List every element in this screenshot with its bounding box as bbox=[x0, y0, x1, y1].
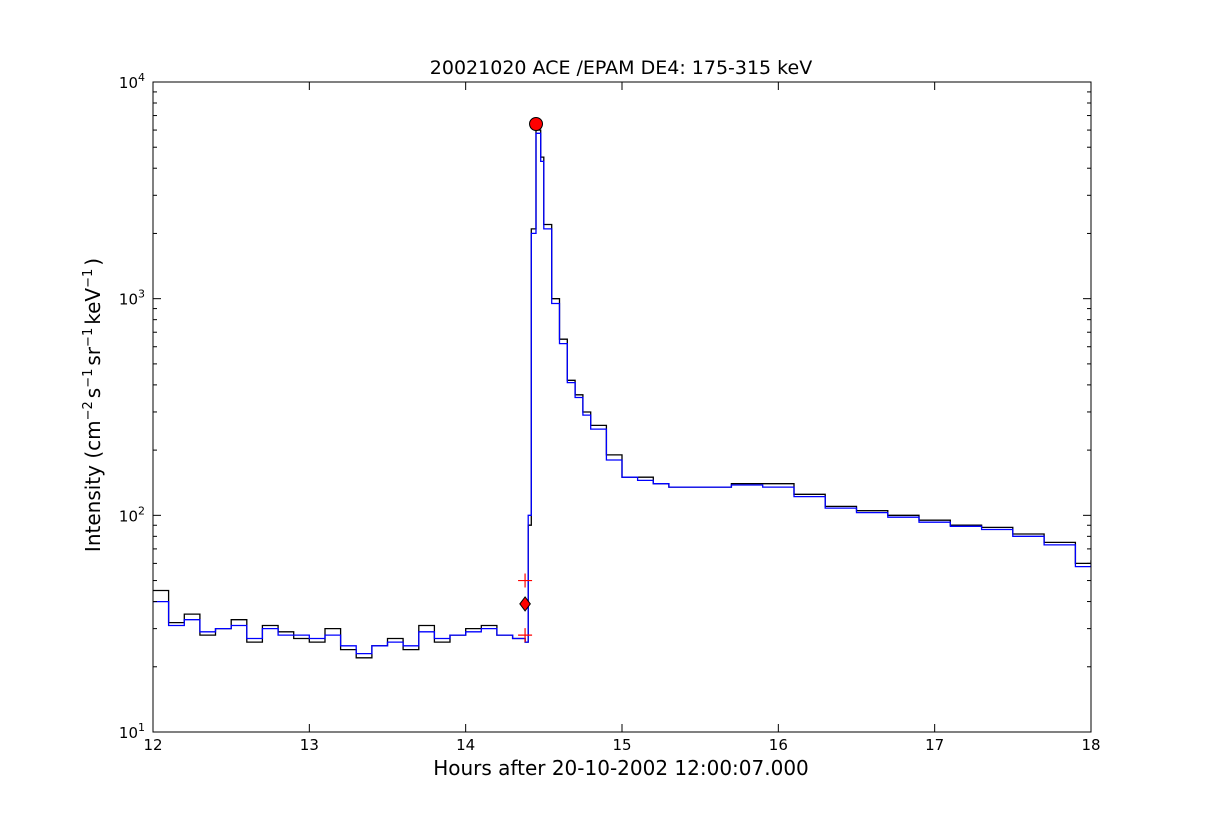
x-tick-label: 15 bbox=[612, 736, 631, 754]
x-tick-label: 13 bbox=[300, 736, 319, 754]
y-axis-label-suffix: ) bbox=[81, 258, 105, 266]
y-tick-label: 101 bbox=[119, 721, 145, 742]
y-axis-label-kev: keV bbox=[81, 288, 105, 325]
y-tick-label: 103 bbox=[119, 288, 145, 309]
series-smoothed-line bbox=[153, 132, 1091, 655]
y-axis-label-sr: sr bbox=[81, 346, 105, 365]
x-tick-label: 12 bbox=[143, 736, 162, 754]
y-axis-label-prefix: Intensity (cm bbox=[81, 420, 105, 552]
chart-title: 20021020 ACE /EPAM DE4: 175-315 keV bbox=[430, 57, 812, 79]
y-axis-label-exp1: −2 bbox=[81, 401, 96, 420]
onset-upper-marker bbox=[518, 573, 533, 588]
y-tick-label: 102 bbox=[119, 504, 145, 525]
peak-marker bbox=[529, 116, 544, 131]
y-axis-label-s: s bbox=[81, 388, 105, 398]
y-tick-label: 104 bbox=[119, 71, 145, 92]
onset-marker bbox=[519, 596, 531, 612]
y-axis-label-exp2: −1 bbox=[81, 369, 96, 388]
y-axis-label-exp3: −1 bbox=[81, 328, 96, 347]
x-tick-label: 18 bbox=[1081, 736, 1100, 754]
y-axis-label: Intensity (cm−2s−1sr−1keV−1) bbox=[81, 258, 105, 552]
y-axis-label-exp4: −1 bbox=[81, 269, 96, 288]
onset-lower-marker bbox=[518, 628, 533, 643]
x-tick-label: 14 bbox=[456, 736, 475, 754]
x-tick-label: 17 bbox=[925, 736, 944, 754]
axes-frame bbox=[152, 81, 1092, 733]
x-axis-label: Hours after 20-10-2002 12:00:07.000 bbox=[433, 756, 809, 780]
x-tick-label: 16 bbox=[769, 736, 788, 754]
